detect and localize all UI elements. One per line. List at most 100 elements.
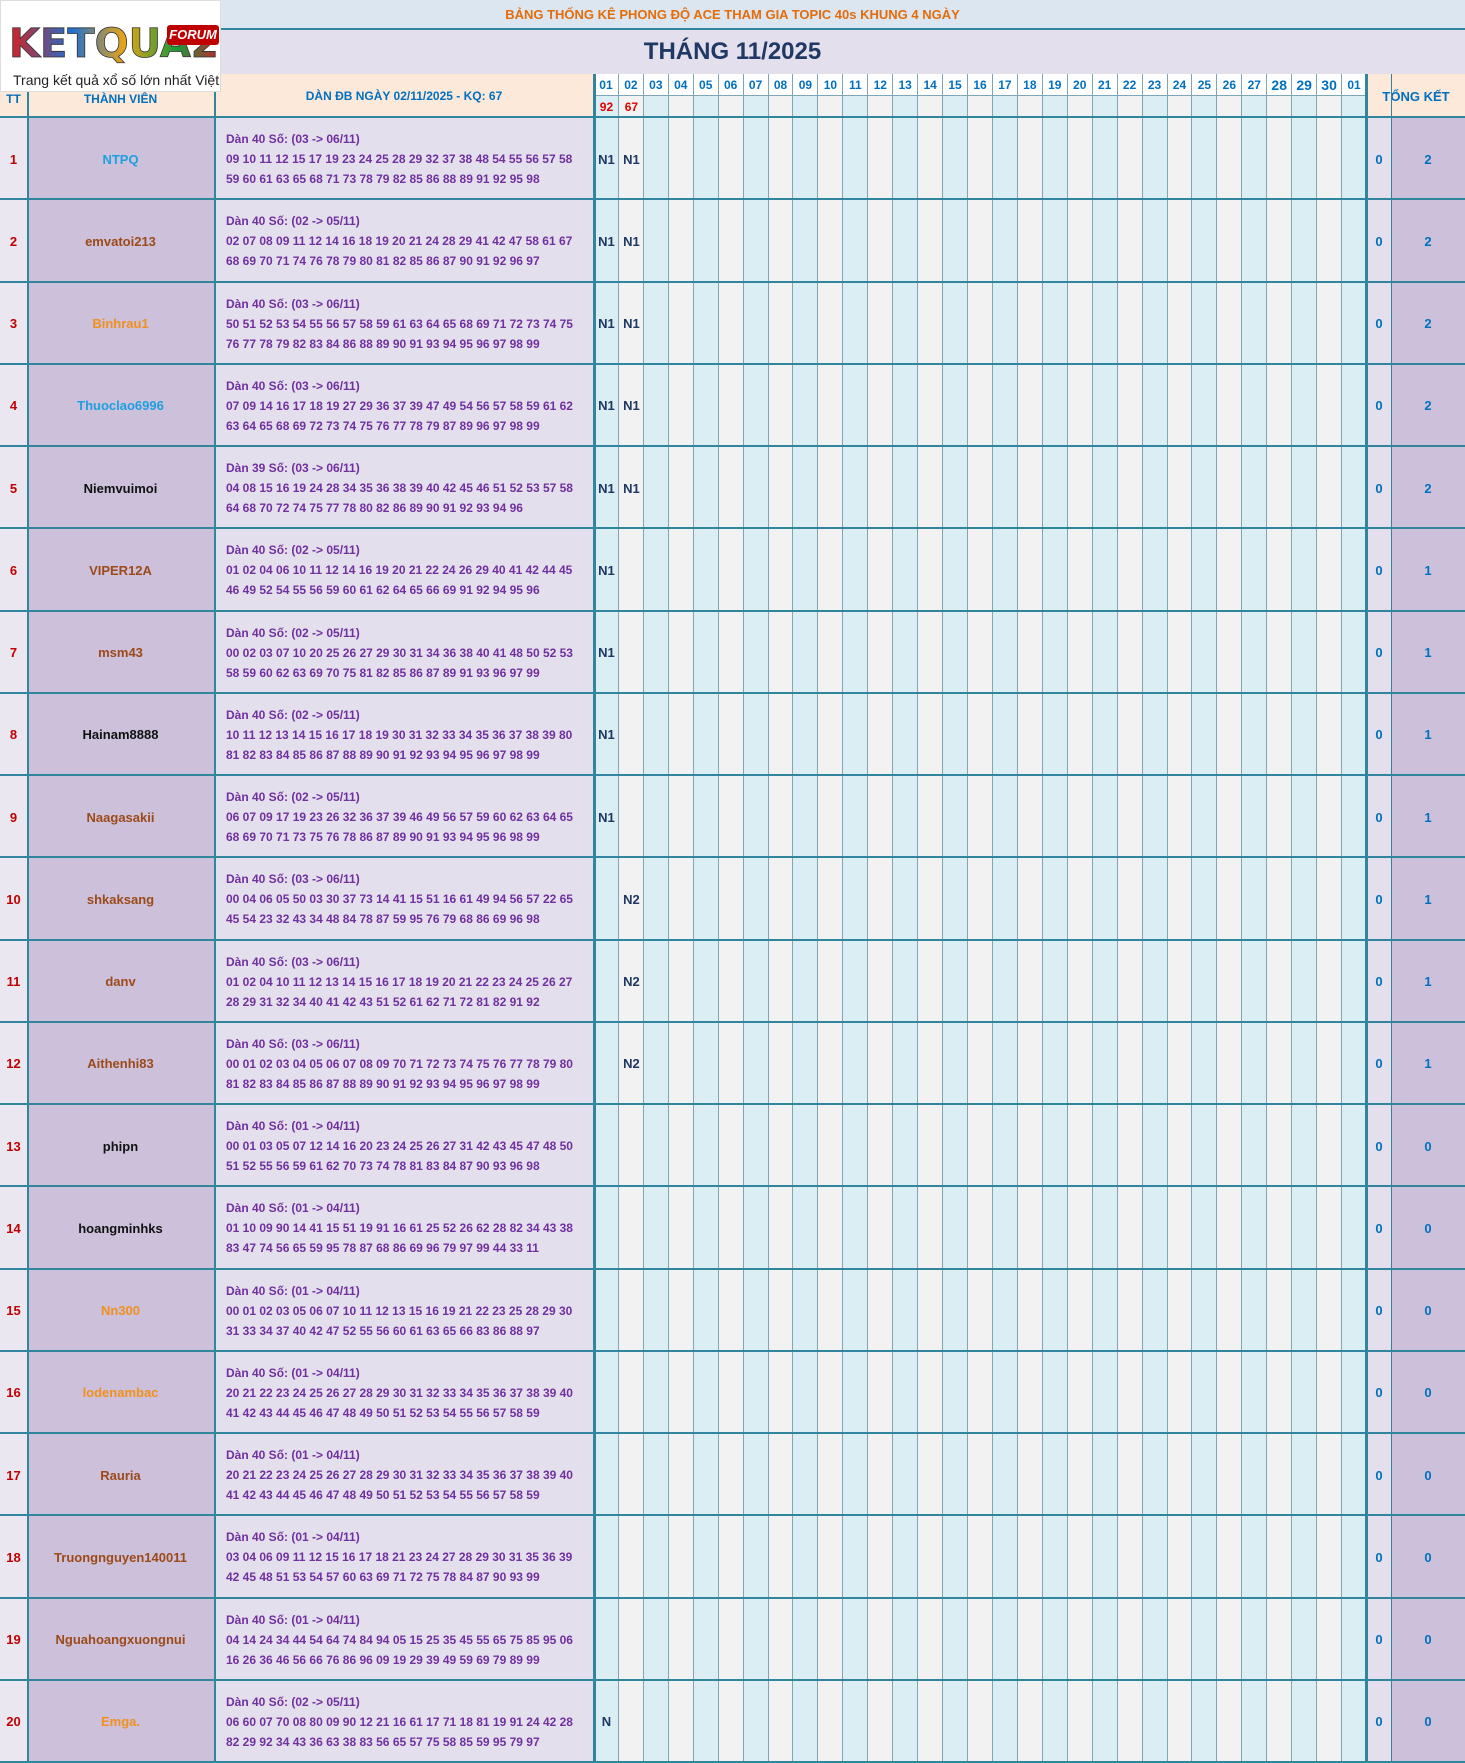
dan-numbers: 83 47 74 56 65 59 95 78 87 68 86 69 96 7…	[226, 1241, 539, 1256]
day-mark: N2	[623, 974, 640, 990]
dan-heading: Dàn 40 Số: (02 -> 05/11)	[226, 790, 360, 805]
dan-heading: Dàn 40 Số: (03 -> 06/11)	[226, 954, 360, 969]
day-stripe	[1117, 96, 1143, 1763]
dan-heading: Dàn 40 Số: (01 -> 04/11)	[226, 1530, 360, 1545]
col-summary: TỔNG KẾT	[1367, 74, 1465, 118]
day-label: 19	[1042, 74, 1068, 96]
count: 0	[1367, 940, 1391, 1023]
dan-numbers: 50 51 52 53 54 55 56 57 58 59 61 63 64 6…	[226, 316, 573, 331]
sheet-title: THÁNG 11/2025	[0, 30, 1465, 74]
dan-numbers: 68 69 70 71 73 75 76 78 86 87 89 90 91 9…	[226, 830, 540, 845]
count: 0	[1367, 447, 1391, 530]
day-label: 02	[618, 74, 644, 96]
dan-numbers: 01 10 09 90 14 41 15 51 19 91 16 61 25 5…	[226, 1221, 573, 1236]
member-name: danv	[27, 940, 214, 1023]
day-label: 10	[818, 74, 844, 96]
member-name: phipn	[27, 1105, 214, 1188]
member-name: hoangminhks	[27, 1187, 214, 1270]
row-number: 5	[0, 447, 27, 530]
day-stripe	[618, 96, 644, 1763]
day-stripe	[668, 96, 694, 1763]
logo-graphic: KETQUA2 FORUM Trang kết quả xổ số lớn nh…	[9, 21, 253, 88]
total: 0	[1391, 1434, 1465, 1517]
day-stripe	[643, 96, 669, 1763]
logo-badge: FORUM	[169, 27, 218, 42]
dan-heading: Dàn 40 Số: (03 -> 06/11)	[226, 378, 360, 393]
day-label: 28	[1267, 74, 1293, 96]
day-mark: N2	[623, 1056, 640, 1072]
day-stripe	[1267, 96, 1293, 1763]
dan-numbers: 02 07 08 09 11 12 14 16 18 19 20 21 24 2…	[226, 234, 573, 249]
day-mark: N1	[598, 233, 615, 249]
member-name: Emga.	[27, 1680, 214, 1763]
day-label: 06	[718, 74, 744, 96]
col-line	[27, 74, 29, 1763]
dan-numbers: 20 21 22 23 24 25 26 27 28 29 30 31 32 3…	[226, 1468, 573, 1483]
total: 0	[1391, 1516, 1465, 1599]
count: 0	[1367, 776, 1391, 859]
total: 1	[1391, 940, 1465, 1023]
dan-numbers: 59 60 61 63 65 68 71 73 78 79 82 85 86 8…	[226, 172, 540, 187]
day-stripe	[818, 96, 844, 1763]
dan-numbers: 45 54 23 32 43 34 48 84 78 87 59 95 76 7…	[226, 912, 540, 927]
member-name: Rauria	[27, 1434, 214, 1517]
row-line	[0, 445, 1465, 447]
day-label: 12	[868, 74, 894, 96]
total: 0	[1391, 1269, 1465, 1352]
member-name: msm43	[27, 611, 214, 694]
dan-cell: Dàn 40 Số: (03 -> 06/11) 09 10 11 12 15 1…	[214, 118, 594, 201]
count: 0	[1367, 529, 1391, 612]
dan-heading: Dàn 40 Số: (01 -> 04/11)	[226, 1612, 360, 1627]
row-number: 12	[0, 1022, 27, 1105]
day-stripe	[943, 96, 969, 1763]
row-line	[0, 1761, 1465, 1763]
row-line	[0, 1185, 1465, 1188]
dan-numbers: 00 01 03 05 07 12 14 16 20 23 24 25 26 2…	[226, 1139, 573, 1154]
member-name: Nguahoangxuongnui	[27, 1598, 214, 1681]
day-mark: N1	[598, 562, 615, 578]
dan-heading: Dàn 40 Số: (03 -> 06/11)	[226, 1036, 360, 1051]
row-line	[0, 609, 1465, 612]
dan-heading: Dàn 40 Số: (02 -> 05/11)	[226, 625, 360, 640]
day-stripe	[1217, 96, 1243, 1763]
dan-numbers: 09 10 11 12 15 17 19 23 24 25 28 29 32 3…	[226, 152, 573, 167]
day-stripe	[843, 96, 869, 1763]
dan-heading: Dàn 40 Số: (02 -> 05/11)	[226, 214, 360, 229]
dan-heading: Dàn 40 Số: (01 -> 04/11)	[226, 1201, 360, 1216]
day-label: 27	[1242, 74, 1268, 96]
dan-numbers: 06 07 09 17 19 23 26 32 36 37 39 46 49 5…	[226, 810, 573, 825]
day-stripe	[893, 96, 919, 1763]
row-number: 14	[0, 1187, 27, 1270]
dan-numbers: 04 14 24 34 44 54 64 74 84 94 05 15 25 3…	[226, 1632, 573, 1647]
dan-heading: Dàn 40 Số: (03 -> 06/11)	[226, 132, 360, 147]
dan-numbers: 00 04 06 05 50 03 30 37 73 14 41 15 51 1…	[226, 892, 573, 907]
day-label: 22	[1117, 74, 1143, 96]
row-line	[0, 1432, 1465, 1434]
dan-cell: Dàn 40 Số: (02 -> 05/11) 01 02 04 06 10 1…	[214, 529, 594, 612]
total: 2	[1391, 364, 1465, 447]
total: 2	[1391, 447, 1465, 530]
dan-numbers: 01 02 04 10 11 12 13 14 15 16 17 18 19 2…	[226, 974, 573, 989]
day-stripe	[718, 96, 744, 1763]
dan-cell: Dàn 40 Số: (03 -> 06/11) 07 09 14 16 17 1…	[214, 364, 594, 447]
member-name: Hainam8888	[27, 693, 214, 776]
row-number: 8	[0, 693, 27, 776]
dan-numbers: 64 68 70 72 74 75 77 78 80 82 86 89 90 9…	[226, 501, 523, 516]
day-stripe	[1192, 96, 1218, 1763]
dan-heading: Dàn 40 Số: (01 -> 04/11)	[226, 1119, 360, 1134]
dan-numbers: 00 02 03 07 10 20 25 26 27 29 30 31 34 3…	[226, 645, 573, 660]
dan-cell: Dàn 40 Số: (01 -> 04/11) 00 01 02 03 05 0…	[214, 1269, 594, 1352]
dan-heading: Dàn 40 Số: (02 -> 05/11)	[226, 707, 360, 722]
total: 1	[1391, 529, 1465, 612]
dan-numbers: 41 42 43 44 45 46 47 48 49 50 51 52 53 5…	[226, 1405, 540, 1420]
dan-numbers: 28 29 31 32 34 40 41 42 43 51 52 61 62 7…	[226, 994, 540, 1009]
dan-cell: Dàn 40 Số: (01 -> 04/11) 20 21 22 23 24 2…	[214, 1434, 594, 1517]
dan-numbers: 31 33 34 37 40 42 47 52 55 56 60 61 63 6…	[226, 1323, 540, 1338]
count: 0	[1367, 1434, 1391, 1517]
member-name: Thuoclao6996	[27, 364, 214, 447]
dan-numbers: 51 52 55 56 59 61 62 70 73 74 78 81 83 8…	[226, 1159, 540, 1174]
day-label: 04	[668, 74, 694, 96]
col-dan: DÀN ĐB NGÀY 02/11/2025 - KQ: 67	[214, 74, 594, 118]
day-mark: N1	[598, 727, 615, 743]
member-name: NTPQ	[27, 118, 214, 201]
